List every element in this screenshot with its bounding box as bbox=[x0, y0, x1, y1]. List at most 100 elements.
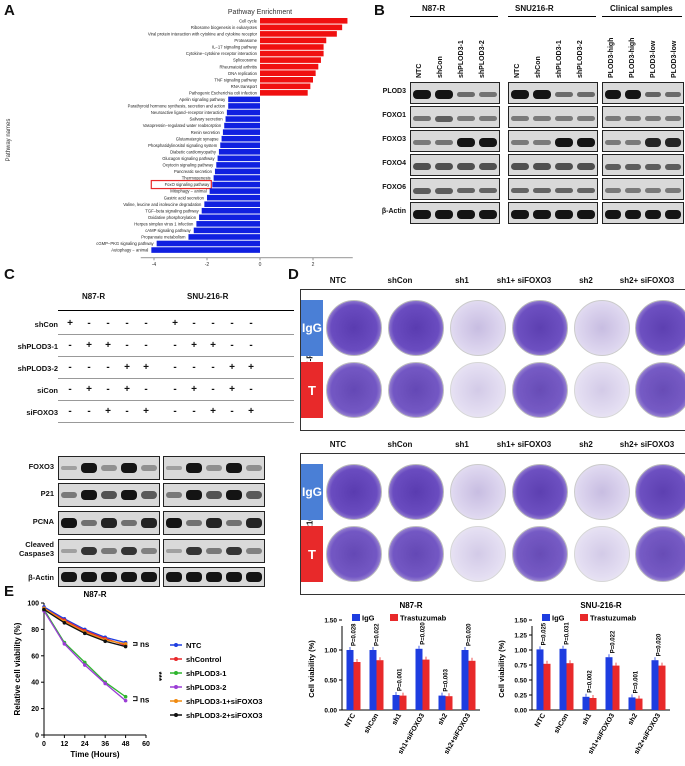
dish bbox=[512, 362, 568, 418]
grid-line bbox=[58, 356, 294, 357]
blot-c bbox=[58, 456, 160, 480]
band bbox=[141, 518, 157, 528]
sign: - bbox=[173, 340, 177, 351]
category-label: cAMP signaling pathway bbox=[145, 228, 191, 233]
dish bbox=[635, 300, 685, 356]
band bbox=[141, 465, 157, 471]
category-label: Autophagy − animal bbox=[111, 248, 148, 253]
band bbox=[121, 546, 137, 556]
sign: + bbox=[191, 384, 197, 395]
band bbox=[555, 187, 573, 194]
bar-19 bbox=[220, 142, 260, 149]
band bbox=[226, 546, 242, 556]
band bbox=[61, 491, 77, 499]
sign: - bbox=[144, 340, 148, 351]
band bbox=[665, 116, 681, 121]
blot-n87 bbox=[410, 82, 500, 104]
category-label: Mitophagy − animal bbox=[170, 189, 206, 194]
sign: - bbox=[125, 340, 129, 351]
band bbox=[479, 210, 497, 219]
x-tick-label: 24 bbox=[81, 741, 89, 748]
band bbox=[435, 163, 453, 170]
dish bbox=[326, 464, 382, 520]
category-label: Cytokine−cytokine receptor interaction bbox=[186, 51, 258, 56]
category-label: DNA replication bbox=[228, 71, 258, 76]
snu216r-viability-bar-chart: SNU-216-R IgG Trastuzumab 0.00 0.25 0.50 0.75 1… bbox=[497, 601, 670, 756]
x-tick-label: NTC bbox=[534, 713, 547, 729]
sign: - bbox=[144, 318, 148, 329]
band bbox=[206, 572, 222, 582]
bar-29 bbox=[201, 207, 260, 214]
band bbox=[101, 491, 117, 499]
blot-n87 bbox=[410, 154, 500, 176]
blot-c bbox=[58, 483, 160, 507]
blot-clin bbox=[602, 178, 684, 200]
band bbox=[186, 463, 202, 473]
band bbox=[625, 163, 641, 170]
category-label: Pancreatic secretion bbox=[174, 169, 213, 174]
column-label: sh1 bbox=[455, 276, 469, 285]
dish bbox=[388, 362, 444, 418]
bar-Trastuzumab-1 bbox=[566, 663, 574, 710]
x-tick-label: 2 bbox=[312, 262, 315, 268]
y-tick-label: 0.25 bbox=[514, 693, 527, 700]
blot-snu bbox=[508, 178, 598, 200]
annotation: ns bbox=[140, 695, 150, 704]
band bbox=[81, 572, 97, 582]
condition-label: siFOXO3 bbox=[26, 408, 58, 417]
dish bbox=[512, 464, 568, 520]
dish bbox=[450, 464, 506, 520]
x-tick-label: sh2+siFOXO3 bbox=[443, 712, 472, 755]
x-tick-label: 0 bbox=[259, 262, 262, 268]
panel-label-a: A bbox=[4, 2, 15, 19]
band bbox=[645, 138, 661, 147]
band bbox=[101, 518, 117, 528]
blot-c bbox=[163, 456, 265, 480]
band bbox=[645, 116, 661, 121]
chart-title: Pathway Enrichment bbox=[228, 9, 292, 16]
bar-13 bbox=[228, 103, 260, 109]
band bbox=[457, 138, 475, 147]
bar-Trastuzumab-0 bbox=[353, 662, 361, 710]
band bbox=[186, 490, 202, 500]
y-axis-label: Relative cell viability (%) bbox=[13, 622, 22, 715]
x-tick-label: sh2 bbox=[437, 712, 449, 726]
dish bbox=[388, 464, 444, 520]
dish bbox=[512, 526, 568, 582]
y-tick-label: 20 bbox=[31, 706, 39, 713]
panel-label-e: E bbox=[4, 583, 15, 600]
group-n87r: N87-R bbox=[422, 4, 446, 13]
series-point bbox=[123, 644, 128, 649]
p-value: P=0.002 bbox=[588, 670, 594, 693]
dish bbox=[388, 526, 444, 582]
bar-31 bbox=[196, 221, 260, 227]
bar-IgG-1 bbox=[559, 648, 567, 710]
legend-marker bbox=[174, 713, 178, 717]
blot-snu bbox=[508, 130, 598, 152]
bar-26 bbox=[209, 188, 260, 194]
lane-label-snu: shPLOD3-2 bbox=[577, 40, 584, 78]
chart-title: N87-R bbox=[83, 590, 106, 599]
y-axis-label: Cell viability (%) bbox=[307, 640, 316, 698]
category-label: Thermogenesis bbox=[182, 176, 211, 181]
band bbox=[101, 572, 117, 582]
band bbox=[533, 163, 551, 170]
bar-11 bbox=[260, 90, 308, 96]
x-tick-label: 48 bbox=[122, 741, 130, 748]
sign: - bbox=[249, 384, 253, 395]
condition-label: siCon bbox=[37, 386, 58, 395]
sign: + bbox=[191, 340, 197, 351]
sign: - bbox=[173, 384, 177, 395]
category-label: Salivary secretion bbox=[189, 117, 223, 122]
y-tick-label: 1.50 bbox=[324, 618, 337, 625]
band bbox=[413, 210, 431, 219]
category-label: FoxO signaling pathway bbox=[165, 182, 211, 187]
band bbox=[186, 519, 202, 527]
row-label: Cleaved Caspase3 bbox=[18, 540, 54, 558]
band bbox=[577, 163, 595, 170]
category-label: Oxidative phosphorylation bbox=[148, 215, 197, 220]
band bbox=[206, 518, 222, 528]
x-tick-label: shCon bbox=[363, 713, 380, 735]
igg-label: IgG bbox=[301, 300, 323, 356]
lane-label-clin: PLOD3-high bbox=[608, 37, 615, 78]
